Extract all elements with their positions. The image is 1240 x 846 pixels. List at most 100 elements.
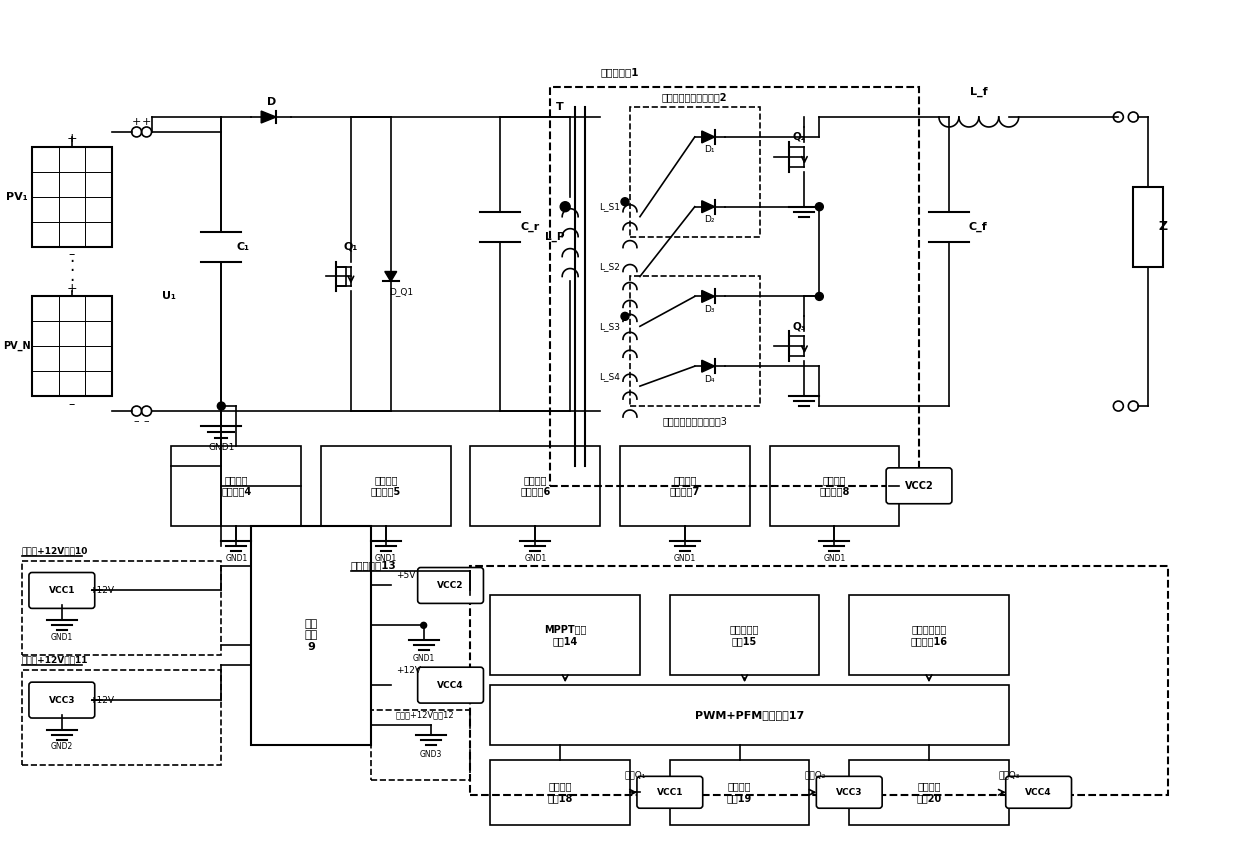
Circle shape [420, 623, 427, 629]
Text: 控制单片机13: 控制单片机13 [351, 561, 397, 570]
FancyBboxPatch shape [29, 682, 94, 718]
Text: L_f: L_f [970, 87, 987, 97]
Text: 第一路+12V输出10: 第一路+12V输出10 [22, 546, 88, 555]
Text: C_f: C_f [968, 222, 987, 232]
FancyBboxPatch shape [1006, 777, 1071, 808]
FancyBboxPatch shape [418, 667, 484, 703]
Text: Q₁: Q₁ [343, 242, 358, 251]
Text: L_P: L_P [546, 232, 565, 242]
Text: +12V: +12V [396, 666, 420, 675]
Text: +12V: +12V [89, 695, 114, 705]
Bar [849, 596, 1008, 675]
Bar [620, 446, 749, 525]
Text: L_S2: L_S2 [599, 262, 620, 271]
Text: T: T [557, 102, 564, 112]
Text: GND1: GND1 [413, 654, 435, 662]
Bar [371, 710, 470, 780]
Text: L_S1: L_S1 [599, 202, 620, 212]
FancyBboxPatch shape [887, 468, 952, 503]
Text: 第三驱动
电路20: 第三驱动 电路20 [916, 782, 941, 803]
Text: D₁: D₁ [704, 146, 715, 155]
Text: VCC4: VCC4 [1025, 788, 1052, 797]
Polygon shape [702, 131, 714, 143]
Text: Q₂: Q₂ [792, 132, 806, 142]
Bar [491, 596, 640, 675]
Text: GND2: GND2 [51, 743, 73, 751]
Bar [470, 446, 600, 525]
Polygon shape [262, 111, 277, 123]
Text: 第一电流
采样电路5: 第一电流 采样电路5 [371, 475, 401, 497]
Text: VCC2: VCC2 [438, 581, 464, 590]
Text: GND1: GND1 [374, 554, 397, 563]
Text: 第三路+12V输出12: 第三路+12V输出12 [396, 711, 454, 720]
Text: D₂: D₂ [704, 215, 715, 224]
Circle shape [217, 402, 226, 410]
Text: PV₁: PV₁ [6, 192, 27, 201]
Text: 第一高频全波整流电路2: 第一高频全波整流电路2 [662, 92, 728, 102]
Text: L_S3: L_S3 [599, 321, 620, 331]
Bar [32, 147, 112, 246]
Text: U₁: U₁ [161, 291, 175, 301]
Text: GND1: GND1 [673, 554, 696, 563]
Bar [470, 565, 1168, 794]
Polygon shape [384, 272, 397, 282]
Text: VCC1: VCC1 [657, 788, 683, 797]
Bar [630, 107, 760, 237]
Text: C_r: C_r [521, 222, 539, 232]
Text: Z: Z [1158, 220, 1167, 233]
Bar [321, 446, 450, 525]
Text: VCC4: VCC4 [438, 681, 464, 689]
Text: 软开关判断
程序15: 软开关判断 程序15 [730, 624, 759, 646]
Text: GND1: GND1 [51, 633, 73, 642]
Text: +: + [131, 117, 141, 127]
Bar [670, 760, 810, 825]
Text: GND1: GND1 [525, 554, 547, 563]
FancyBboxPatch shape [418, 568, 484, 603]
Text: 驱动Q₁: 驱动Q₁ [625, 771, 646, 779]
FancyBboxPatch shape [637, 777, 703, 808]
FancyBboxPatch shape [29, 573, 94, 608]
Bar [491, 685, 1008, 745]
Text: ·: · [69, 272, 74, 290]
Text: D₄: D₄ [704, 375, 715, 383]
Text: +5V: +5V [396, 571, 415, 580]
Text: L_S4: L_S4 [599, 371, 620, 381]
Text: PV_N: PV_N [4, 341, 31, 351]
Text: 第二高频全波整流电路3: 第二高频全波整流电路3 [662, 416, 727, 426]
Text: VCC3: VCC3 [48, 695, 76, 705]
Bar [22, 670, 221, 765]
Text: 驱动Q₂: 驱动Q₂ [805, 771, 826, 779]
Text: 第二电压
采样电路6: 第二电压 采样电路6 [520, 475, 551, 497]
Text: 第二驱动
电路19: 第二驱动 电路19 [727, 782, 753, 803]
Text: 输出电压
采样电路8: 输出电压 采样电路8 [820, 475, 849, 497]
Text: 第二电流
采样电路7: 第二电流 采样电路7 [670, 475, 699, 497]
Text: 驱动Q₃: 驱动Q₃ [998, 771, 1021, 779]
Bar [171, 446, 301, 525]
Text: GND1: GND1 [823, 554, 846, 563]
Text: –: – [68, 398, 74, 410]
Circle shape [816, 203, 823, 211]
Text: MPPT控制
程序14: MPPT控制 程序14 [544, 624, 587, 646]
Circle shape [816, 293, 823, 300]
Polygon shape [702, 290, 714, 302]
Text: D₃: D₃ [704, 305, 715, 314]
Bar [252, 525, 371, 745]
Bar [849, 760, 1008, 825]
Text: GND1: GND1 [226, 554, 248, 563]
Bar [32, 296, 112, 396]
Bar [770, 446, 899, 525]
Text: PWM+PFM控制程序17: PWM+PFM控制程序17 [694, 710, 805, 720]
Text: 反激
电源
9: 反激 电源 9 [304, 618, 317, 652]
Text: –: – [68, 248, 74, 261]
Text: VCC1: VCC1 [48, 586, 76, 595]
Polygon shape [702, 201, 714, 212]
Text: Q₃: Q₃ [792, 321, 806, 332]
Circle shape [621, 198, 629, 206]
Circle shape [621, 312, 629, 321]
Bar [336, 266, 346, 287]
Bar [630, 277, 760, 406]
Text: +12V: +12V [89, 586, 114, 595]
Bar [1133, 187, 1163, 266]
Text: ·: · [69, 262, 74, 281]
Text: 第一电压
采样电路4: 第一电压 采样电路4 [221, 475, 252, 497]
